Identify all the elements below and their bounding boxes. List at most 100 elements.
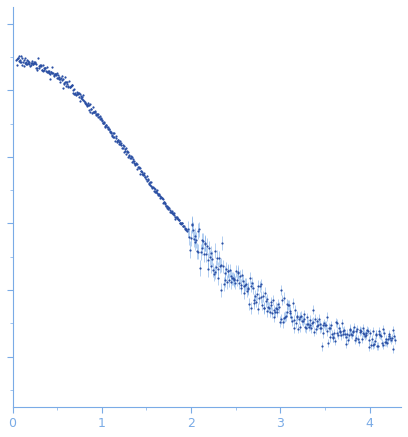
Point (189, 222, 195, 229)
Point (342, 334, 349, 341)
Point (31, 60, 37, 67)
Point (354, 326, 361, 333)
Point (109, 132, 115, 139)
Point (366, 336, 372, 343)
Point (373, 331, 379, 338)
Point (64, 79, 70, 86)
Point (391, 333, 397, 340)
Point (36, 64, 42, 71)
Point (133, 159, 139, 166)
Point (117, 137, 124, 144)
Point (21, 62, 27, 69)
Point (60, 80, 67, 87)
Point (363, 329, 370, 336)
Point (71, 86, 77, 93)
Point (88, 105, 95, 112)
Point (103, 121, 109, 128)
Point (33, 60, 39, 67)
Point (328, 322, 335, 329)
Point (98, 115, 104, 122)
Point (140, 171, 146, 178)
Point (77, 98, 84, 105)
Point (153, 187, 160, 194)
Point (65, 83, 72, 90)
Point (381, 329, 387, 336)
Point (290, 317, 297, 324)
Point (141, 170, 148, 177)
Point (343, 340, 350, 347)
Point (328, 330, 335, 337)
Point (97, 115, 103, 122)
Point (360, 325, 367, 332)
Point (104, 123, 110, 130)
Point (38, 62, 44, 69)
Point (392, 336, 398, 343)
Point (380, 341, 386, 348)
Point (168, 209, 175, 216)
Point (81, 97, 87, 104)
Point (352, 336, 358, 343)
Point (247, 283, 254, 290)
Point (278, 286, 284, 293)
Point (160, 198, 167, 205)
Point (147, 181, 153, 188)
Point (371, 340, 377, 347)
Point (110, 134, 116, 141)
Point (213, 254, 220, 261)
Point (78, 92, 84, 99)
Point (289, 318, 295, 325)
Point (31, 59, 38, 66)
Point (378, 332, 384, 339)
Point (388, 334, 395, 341)
Point (172, 213, 178, 220)
Point (51, 71, 57, 78)
Point (177, 220, 184, 227)
Point (24, 58, 31, 65)
Point (192, 239, 199, 246)
Point (194, 248, 200, 255)
Point (156, 191, 163, 198)
Point (368, 336, 375, 343)
Point (182, 226, 188, 233)
Point (228, 279, 235, 286)
Point (335, 324, 342, 331)
Point (108, 130, 115, 137)
Point (319, 343, 325, 350)
Point (76, 90, 82, 97)
Point (111, 130, 118, 137)
Point (59, 85, 66, 92)
Point (347, 325, 354, 332)
Point (180, 222, 186, 229)
Point (176, 217, 182, 224)
Point (279, 296, 285, 303)
Point (210, 266, 216, 273)
Point (177, 219, 183, 226)
Point (131, 161, 138, 168)
Point (126, 152, 133, 159)
Point (142, 174, 148, 181)
Point (85, 102, 91, 109)
Point (157, 193, 164, 200)
Point (305, 320, 311, 327)
Point (275, 301, 282, 308)
Point (184, 228, 190, 235)
Point (256, 295, 262, 302)
Point (113, 133, 120, 140)
Point (386, 332, 392, 339)
Point (134, 165, 141, 172)
Point (138, 168, 144, 175)
Point (15, 55, 22, 62)
Point (253, 291, 260, 298)
Point (34, 65, 41, 72)
Point (120, 143, 127, 150)
Point (90, 109, 97, 116)
Point (312, 316, 318, 323)
Point (38, 66, 45, 73)
Point (150, 184, 156, 191)
Point (41, 65, 47, 72)
Point (257, 283, 263, 290)
Point (81, 100, 88, 107)
Point (163, 203, 170, 210)
Point (124, 149, 130, 156)
Point (41, 67, 48, 74)
